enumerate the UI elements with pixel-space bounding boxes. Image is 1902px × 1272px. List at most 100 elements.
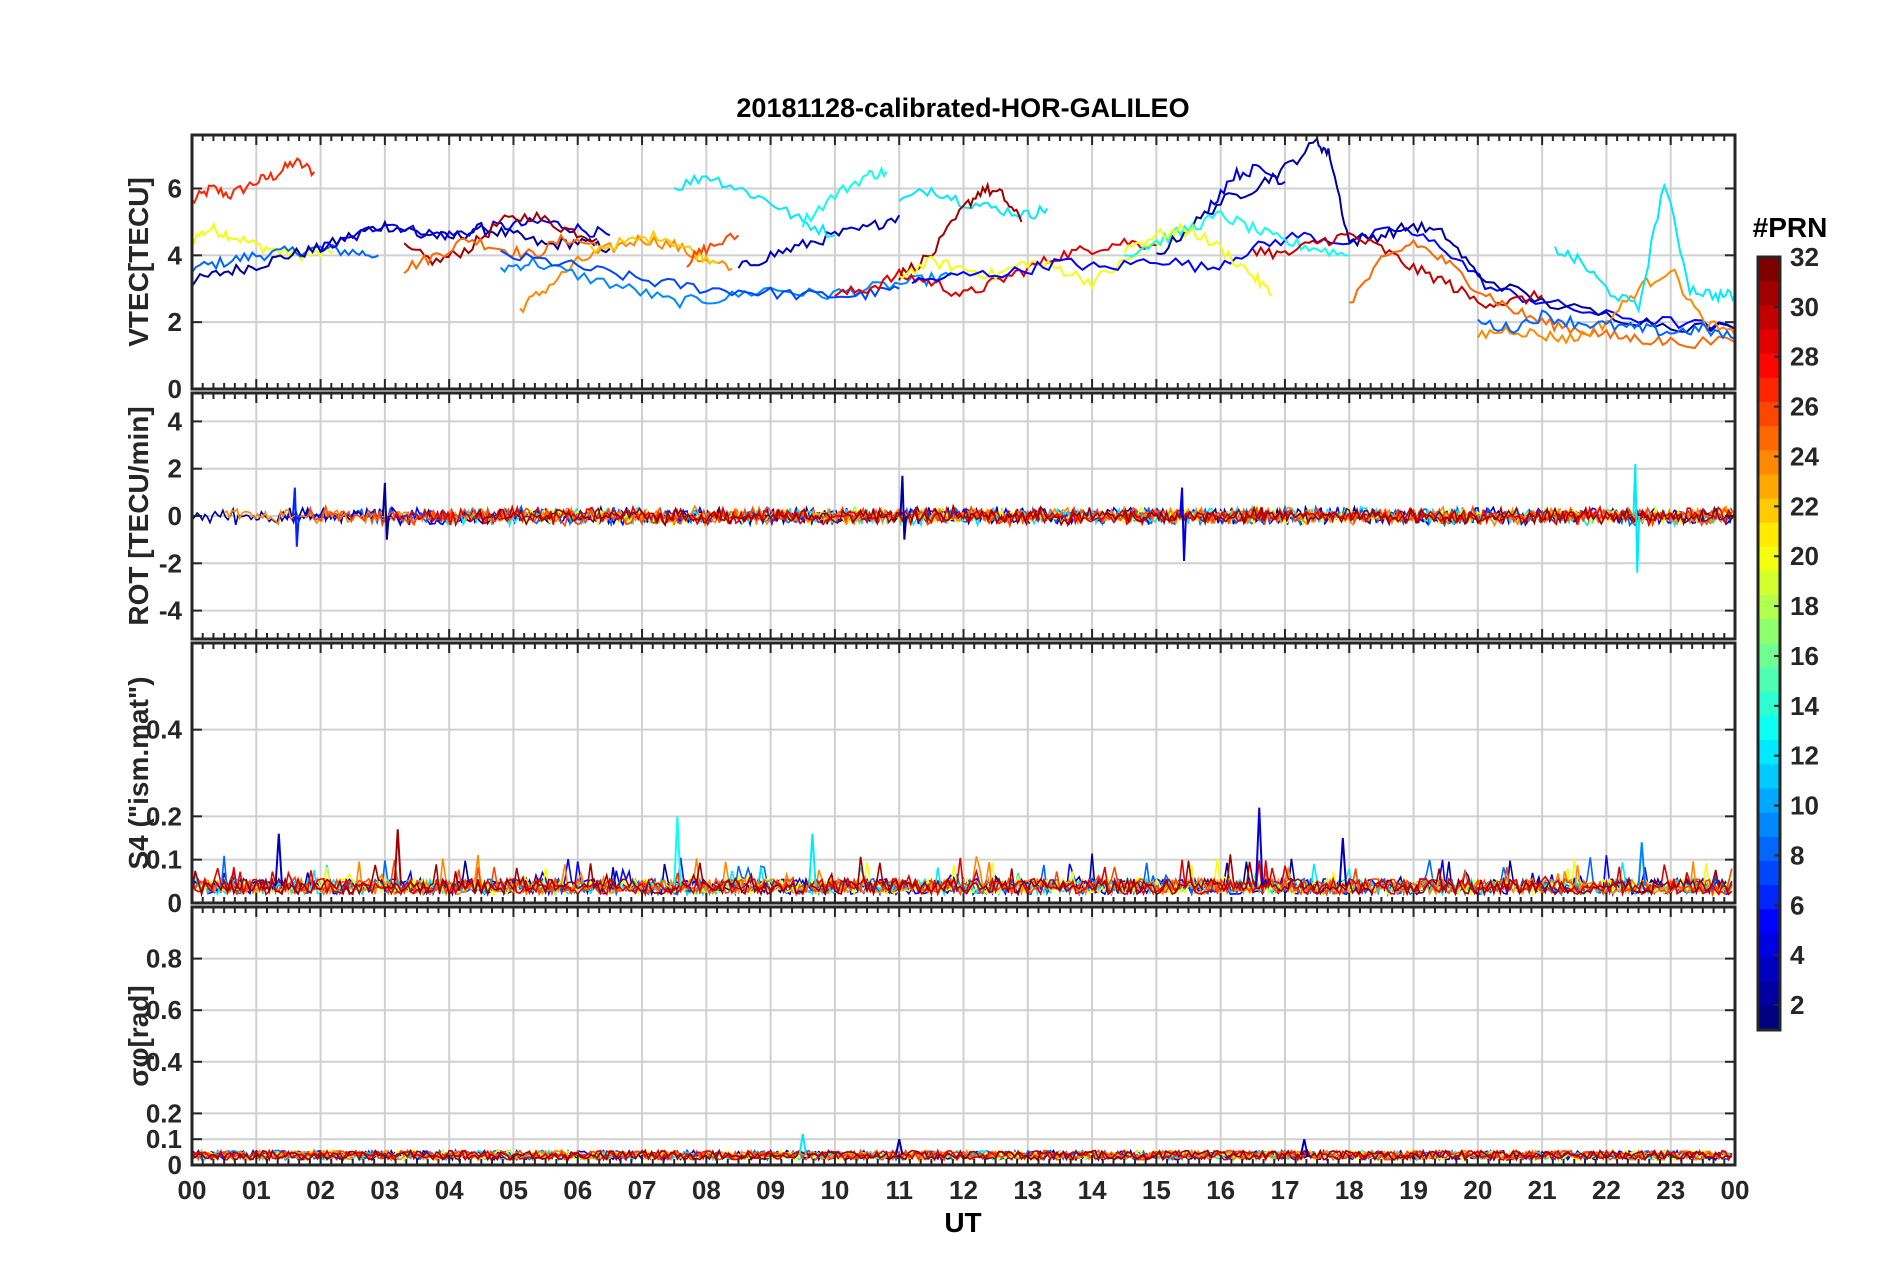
vtec-series-prn-24 — [519, 233, 733, 314]
colorbar-segment — [1758, 571, 1780, 596]
y-tick-label: -2 — [159, 548, 182, 578]
x-tick-label: 09 — [756, 1175, 785, 1205]
vtec-series-prn-7 — [500, 249, 900, 302]
vtec-series-prn-12 — [673, 173, 836, 239]
vtec-series-prn-5 — [911, 226, 1735, 331]
rot-spike-prn-2 — [381, 482, 390, 540]
colorbar-tick-label: 8 — [1790, 840, 1804, 870]
colorbar-segment — [1758, 740, 1780, 765]
colorbar-segment — [1758, 401, 1780, 427]
colorbar-segment — [1758, 764, 1780, 790]
x-tick-label: 12 — [949, 1175, 978, 1205]
colorbar-tick-label: 4 — [1790, 940, 1805, 970]
colorbar-tick-label: 16 — [1790, 641, 1819, 671]
colorbar-tick-label: 22 — [1790, 491, 1819, 521]
y-tick-label: -4 — [159, 596, 183, 626]
x-tick-label: 01 — [242, 1175, 271, 1205]
x-tick-label: 02 — [306, 1175, 335, 1205]
vtec-series-prn-13 — [801, 165, 888, 228]
vtec-series-prn-8 — [192, 243, 379, 273]
x-tick-label: 19 — [1399, 1175, 1428, 1205]
vtec-series-prn-27 — [192, 157, 315, 205]
x-tick-label: 21 — [1528, 1175, 1557, 1205]
y-tick-label: 0 — [168, 1150, 182, 1180]
x-tick-label: 15 — [1142, 1175, 1171, 1205]
vtec-series-prn-25 — [1349, 238, 1735, 350]
y-tick-label: 0.6 — [146, 995, 182, 1025]
s4-spike-prn-3 — [1338, 837, 1348, 886]
vtec-series-prn-3 — [737, 214, 901, 269]
s4-spike-prn-4 — [1255, 807, 1264, 886]
vtec-series-prn-4 — [1206, 164, 1286, 215]
vtec-series-prn-2 — [1156, 136, 1735, 333]
x-tick-label: 20 — [1463, 1175, 1492, 1205]
s4-spike-prn-12 — [808, 833, 817, 886]
vtec-series-prn-31 — [403, 210, 598, 267]
y-tick-label: 0.4 — [146, 715, 183, 745]
panel-sigma: 00.10.2 0.4 0.6 0.8 σφ[rad] — [123, 905, 1737, 1180]
colorbar-segment — [1758, 836, 1780, 862]
colorbar-segment — [1758, 305, 1780, 331]
colorbar-segment — [1758, 981, 1780, 1007]
colorbar-tick-label: 10 — [1790, 791, 1819, 821]
colorbar-segment — [1758, 450, 1780, 476]
y-tick-label: 2 — [168, 454, 182, 484]
colorbar-segment — [1758, 522, 1780, 548]
s4-spike-prn-13 — [673, 816, 682, 886]
x-axis-label: UT — [944, 1207, 981, 1238]
colorbar-segment — [1758, 957, 1780, 983]
panel-s4: 0 0.1 0.2 0.4S4 ("ism.mat") — [123, 641, 1737, 918]
colorbar-segment — [1758, 788, 1780, 814]
x-tick-label: 18 — [1335, 1175, 1364, 1205]
y-tick-label: 0.2 — [146, 1098, 182, 1128]
colorbar-segment — [1758, 1005, 1780, 1031]
colorbar-segment — [1758, 667, 1780, 693]
sigma-spike-prn-2 — [895, 1138, 904, 1155]
colorbar-frame — [1756, 255, 1782, 1032]
y-axis-label-sigma: σφ[rad] — [123, 985, 154, 1086]
s4-spike-prn-31 — [393, 829, 402, 886]
x-tick-label: 11 — [885, 1175, 913, 1205]
colorbar-tick-label: 18 — [1790, 591, 1819, 621]
y-tick-label: 0 — [168, 888, 182, 918]
vtec-series-prn-4 — [319, 216, 611, 253]
x-tick-label: 23 — [1656, 1175, 1685, 1205]
vtec-series-prn-25 — [403, 233, 598, 275]
panel-vtec: 0 2 4 6 VTEC[TECU] — [123, 133, 1737, 404]
y-tick-label: 0.8 — [146, 944, 182, 974]
colorbar-tick-label: 6 — [1790, 890, 1804, 920]
x-tick-label: 07 — [628, 1175, 657, 1205]
colorbar-segment — [1758, 933, 1780, 959]
x-tick-label: 05 — [499, 1175, 528, 1205]
y-tick-label: 0.1 — [146, 845, 182, 875]
s4-series-prn-31 — [192, 854, 1733, 897]
sigma-spike-prn-3 — [1300, 1138, 1309, 1155]
colorbar-segment — [1758, 619, 1780, 645]
vtec-series-prn-2 — [192, 219, 611, 288]
x-tick-label: 00 — [1721, 1175, 1750, 1205]
y-tick-label: 6 — [168, 173, 182, 203]
panel-rot: -4 -2 0 2 4 ROT [TECU/min] — [123, 391, 1737, 641]
x-tick-label: 13 — [1013, 1175, 1042, 1205]
rot-series-prn-31 — [474, 503, 1735, 528]
s4-spike-prn-9 — [1637, 842, 1646, 886]
colorbar-title: #PRN — [1753, 212, 1828, 243]
colorbar-tick-label: 26 — [1790, 392, 1819, 422]
colorbar-tick-label: 24 — [1790, 441, 1819, 471]
vtec-series-prn-20 — [1123, 222, 1273, 297]
vtec-series-prn-13 — [1124, 210, 1350, 258]
colorbar-segment — [1758, 281, 1780, 306]
x-tick-label: 03 — [370, 1175, 399, 1205]
vtec-series-prn-30 — [1251, 232, 1543, 310]
x-tick-label: 22 — [1592, 1175, 1621, 1205]
y-axis-label-rot: ROT [TECU/min] — [123, 406, 154, 625]
y-tick-label: 4 — [168, 240, 183, 270]
colorbar-segment — [1758, 860, 1780, 886]
colorbar-segment — [1758, 353, 1780, 379]
colorbar-segment — [1758, 498, 1780, 524]
x-tick-label: 06 — [563, 1175, 592, 1205]
colorbar-tick-label: 32 — [1790, 242, 1819, 272]
vtec-series-prn-22 — [589, 229, 720, 266]
s4-spike-prn-3 — [274, 833, 284, 886]
